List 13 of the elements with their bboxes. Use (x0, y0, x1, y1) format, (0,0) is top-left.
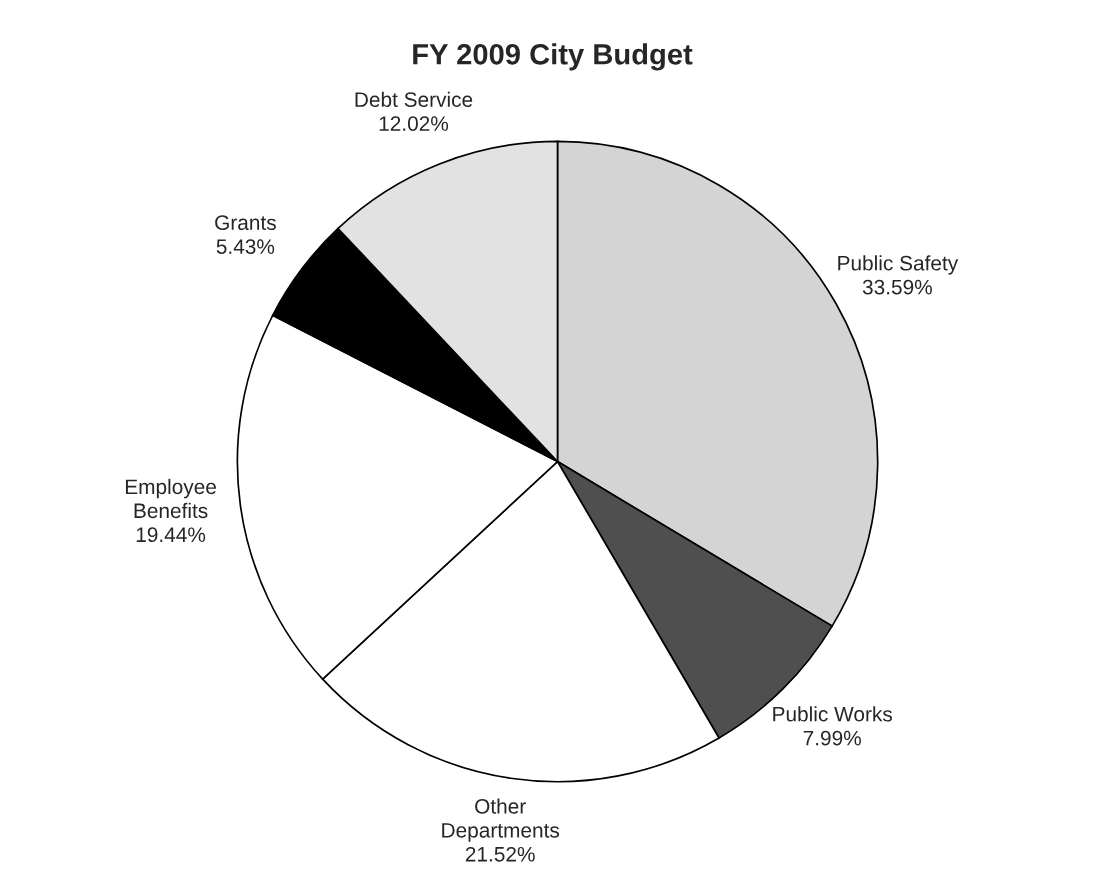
slice-label: Grants (215, 215, 276, 231)
data-label: 5.43% (216, 239, 275, 254)
data-label: 7.99% (803, 730, 861, 746)
slice-label: Other Departments (442, 798, 560, 842)
data-label: 19.44% (136, 527, 206, 543)
slice-label: Public Safety (838, 255, 959, 275)
slice-label: Debt Service (355, 91, 473, 107)
slice-label: Employee Benefits (125, 478, 216, 519)
data-label: 21.52% (465, 846, 535, 862)
data-label: 12.02% (379, 116, 449, 131)
chart-title: FY 2009 City Budget (413, 43, 693, 71)
data-label: 33.59% (862, 279, 932, 295)
slice-label: Public Works (773, 706, 893, 722)
